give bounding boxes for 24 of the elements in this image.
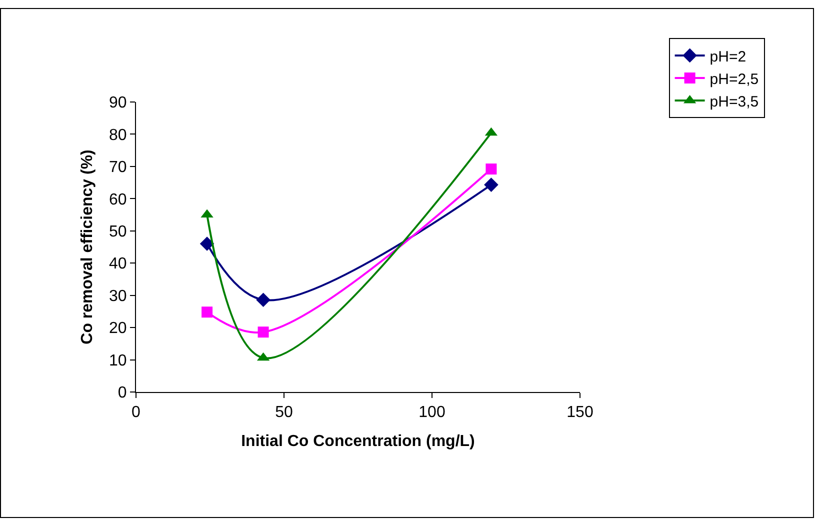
legend-label: pH=3,5	[710, 93, 759, 110]
y-tick-label: 10	[109, 352, 127, 370]
y-tick-label: 0	[118, 384, 127, 402]
x-tick-label: 50	[275, 404, 293, 422]
y-tick-label: 30	[109, 288, 127, 305]
x-tick-label: 0	[132, 404, 141, 422]
point	[484, 178, 498, 192]
point	[256, 292, 270, 307]
legend-label: pH=2,5	[710, 70, 759, 88]
y-tick-label: 80	[109, 126, 127, 144]
x-tick-label: 100	[418, 404, 446, 422]
point	[486, 164, 497, 175]
y-axis-title: Co removal efficiency (%)	[78, 150, 96, 344]
legend-label: pH=2	[710, 48, 746, 66]
point	[202, 306, 213, 318]
x-axis-title: Initial Co Concentration (mg/L)	[241, 432, 475, 450]
y-tick-label: 70	[109, 159, 127, 176]
point	[258, 326, 269, 338]
y-tick-label: 20	[109, 320, 127, 338]
y-tick-label: 40	[109, 256, 127, 273]
y-tick-label: 50	[109, 223, 127, 240]
y-tick-label: 60	[109, 191, 127, 208]
x-tick-label: 150	[566, 404, 594, 422]
y-tick-label: 90	[109, 94, 127, 112]
